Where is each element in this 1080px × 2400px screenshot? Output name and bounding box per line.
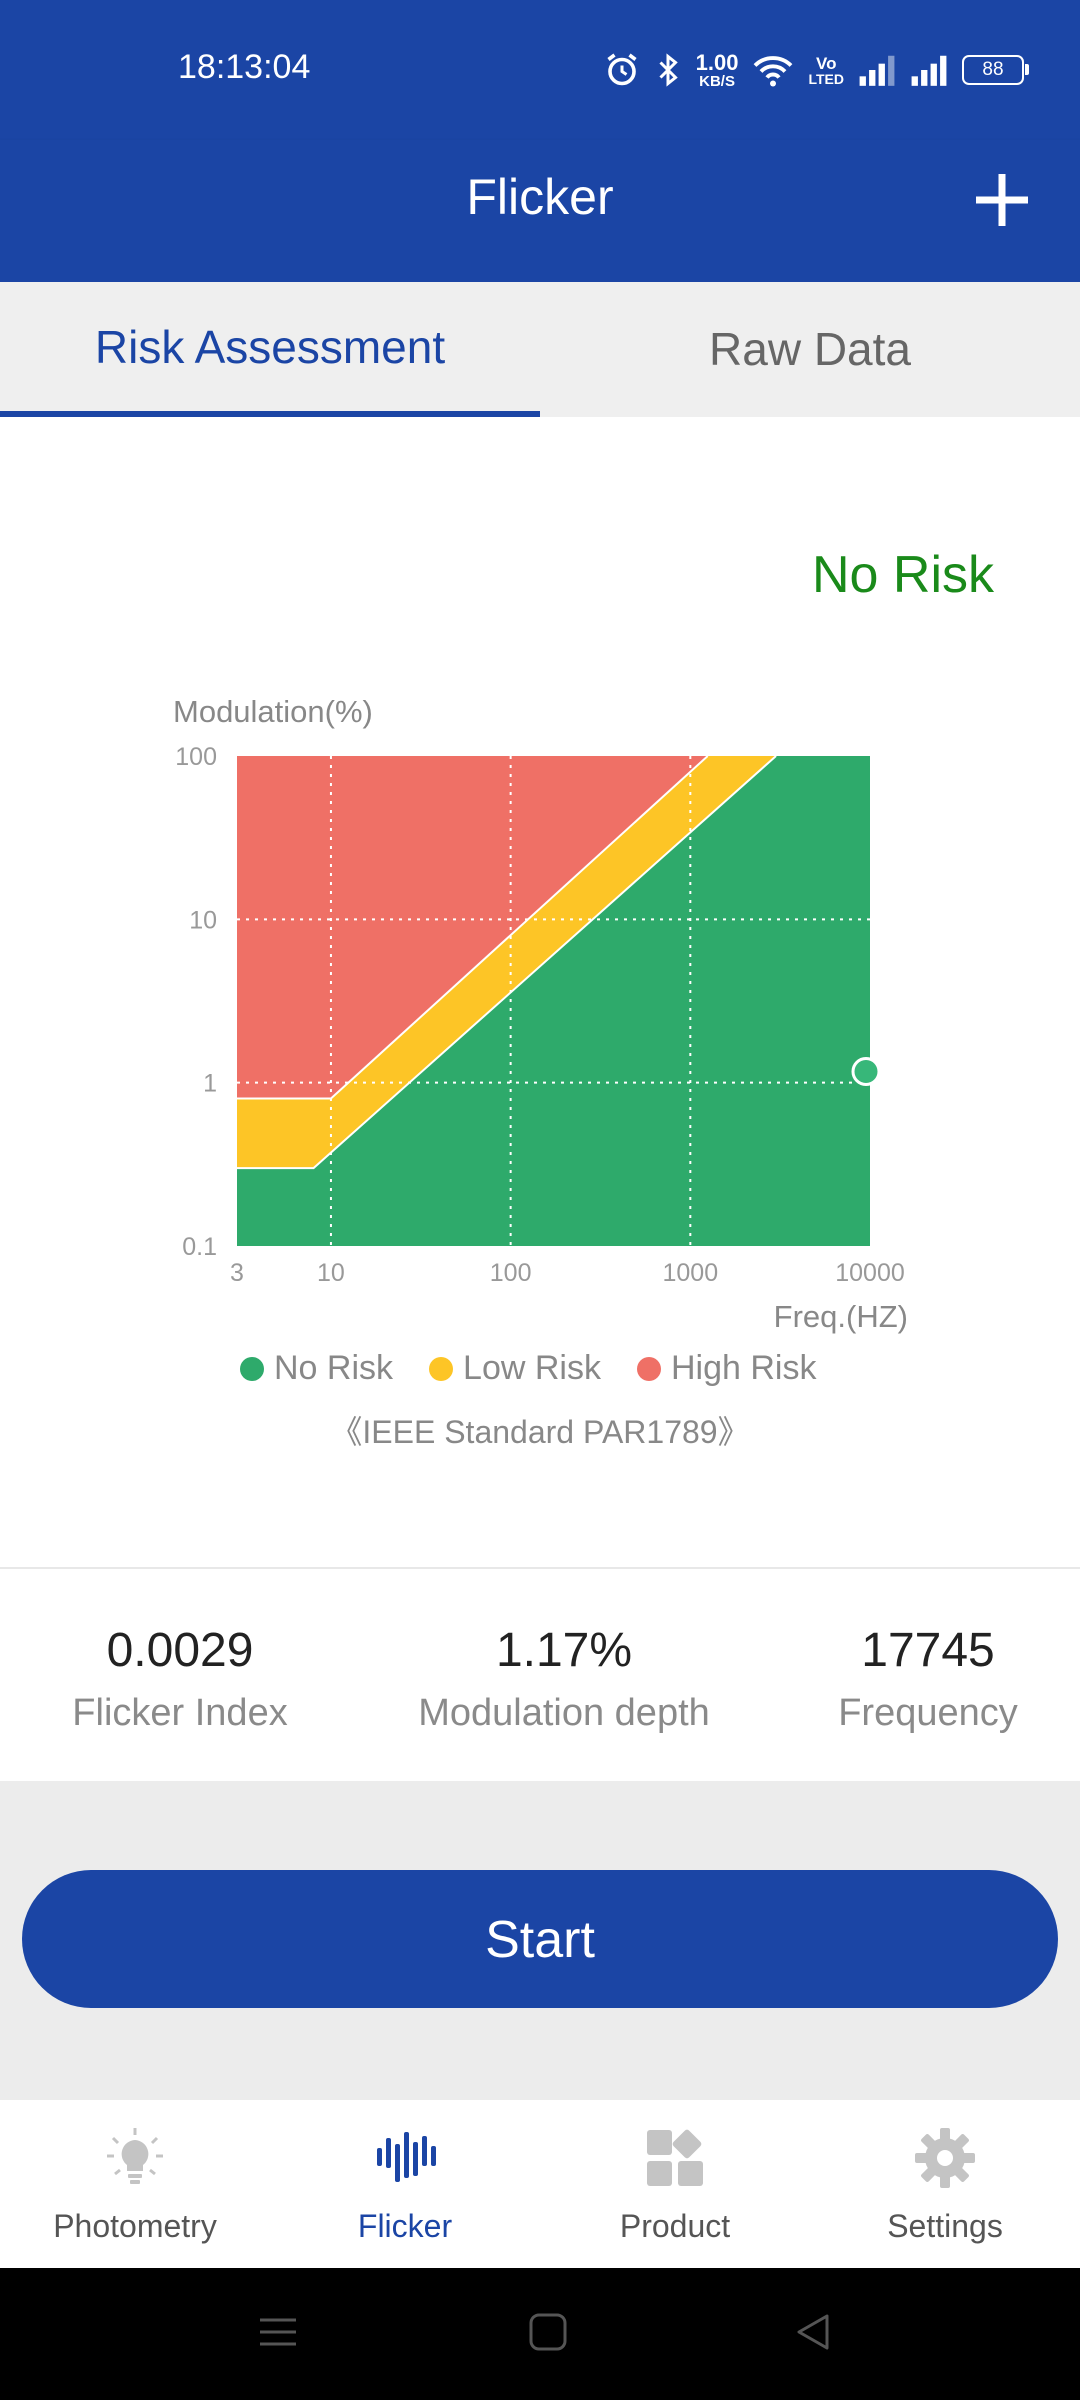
signal-icon-1 xyxy=(859,55,895,86)
volte-indicator: Vo LTED xyxy=(808,55,844,86)
legend-dot xyxy=(429,1356,454,1381)
x-tick-label: 10000 xyxy=(835,1259,905,1287)
risk-chart: Modulation(%) 3 10 100 1000 10000 100 10 1 0.1 F… xyxy=(173,694,908,1334)
bluetooth-icon xyxy=(659,53,678,87)
nav-label: Flicker xyxy=(357,2208,453,2244)
region-no-risk xyxy=(237,756,870,1246)
metric-modulation-depth: 1.17% Modulation depth xyxy=(384,1623,744,1735)
y-tick-label: 100 xyxy=(175,743,217,771)
system-nav-bar xyxy=(0,2268,1080,2400)
net-speed-value: 1.00 xyxy=(695,49,739,75)
status-time: 18:13:04 xyxy=(178,48,311,86)
nav-flicker[interactable]: Flicker xyxy=(270,2100,540,2268)
net-speed: 1.00 KB/S xyxy=(695,49,739,90)
nav-label: Photometry xyxy=(53,2208,217,2244)
page-title: Flicker xyxy=(466,169,614,225)
legend-label: High Risk xyxy=(670,1349,817,1387)
tab-indicator xyxy=(0,411,540,417)
metric-frequency: 17745 Frequency xyxy=(748,1623,1080,1735)
net-speed-unit: KB/S xyxy=(699,72,735,90)
nav-settings[interactable]: Settings xyxy=(810,2100,1080,2268)
legend-item-low-risk: Low Risk xyxy=(429,1349,601,1388)
measurement-point xyxy=(851,1057,881,1087)
metric-value: 0.0029 xyxy=(106,1624,254,1677)
y-tick-label: 1 xyxy=(203,1070,217,1098)
y-tick-label: 10 xyxy=(189,906,217,934)
back-icon[interactable] xyxy=(793,2312,833,2352)
app-header: Flicker xyxy=(0,140,1080,282)
metric-value: 1.17% xyxy=(495,1624,633,1677)
x-tick-label: 100 xyxy=(490,1259,532,1287)
standard-reference: 《IEEE Standard PAR1789》 xyxy=(330,1414,750,1450)
volte-top: Vo xyxy=(816,53,837,73)
add-icon[interactable] xyxy=(970,168,1034,232)
metric-flicker-index: 0.0029 Flicker Index xyxy=(0,1623,360,1735)
tab-bar: Risk Assessment Raw Data xyxy=(0,282,1080,417)
x-axis-label: Freq.(HZ) xyxy=(774,1299,908,1334)
nav-label: Settings xyxy=(887,2208,1003,2244)
legend-item-no-risk: No Risk xyxy=(240,1349,393,1388)
legend-item-high-risk: High Risk xyxy=(636,1349,817,1388)
metric-label: Modulation depth xyxy=(418,1692,710,1734)
wifi-icon xyxy=(754,56,793,87)
metric-label: Flicker Index xyxy=(72,1692,288,1734)
legend-label: No Risk xyxy=(274,1349,394,1387)
risk-panel: No Risk Modulation(%) 3 10 100 1000 10000 100… xyxy=(0,417,1080,1567)
metric-value: 17745 xyxy=(861,1624,995,1677)
boundary-no-risk xyxy=(237,755,777,1170)
grid-icon xyxy=(647,2129,703,2186)
tab-risk-assessment[interactable]: Risk Assessment xyxy=(94,321,446,373)
alarm-icon xyxy=(607,53,637,86)
metrics-panel: 0.0029 Flicker Index 1.17% Modulation de… xyxy=(0,1567,1080,1781)
status-icons: 1.00 KB/S Vo LTED 88 xyxy=(604,49,1029,90)
battery-level: 88 xyxy=(982,59,1004,80)
x-tick-label: 3 xyxy=(230,1259,244,1287)
gear-icon xyxy=(915,2128,975,2188)
bottom-nav: Photometry Flicker Product xyxy=(0,2100,1080,2268)
legend-dot xyxy=(636,1356,661,1381)
signal-icon-2 xyxy=(911,55,947,86)
waveform-icon xyxy=(377,2132,436,2182)
x-tick-label: 10 xyxy=(317,1259,345,1287)
chart-legend: No Risk Low Risk High Risk xyxy=(240,1349,816,1388)
y-axis-label: Modulation(%) xyxy=(173,694,373,729)
metric-label: Frequency xyxy=(838,1692,1018,1734)
lightbulb-icon xyxy=(107,2128,163,2184)
volte-bottom: LTED xyxy=(808,70,844,87)
y-tick-label: 0.1 xyxy=(182,1233,217,1261)
nav-photometry[interactable]: Photometry xyxy=(0,2100,270,2268)
nav-label: Product xyxy=(619,2208,731,2244)
nav-product[interactable]: Product xyxy=(540,2100,810,2268)
legend-dot xyxy=(240,1356,264,1381)
battery-icon: 88 xyxy=(962,55,1029,85)
risk-status: No Risk xyxy=(811,546,994,604)
legend-label: Low Risk xyxy=(463,1349,601,1387)
start-button[interactable]: Start xyxy=(22,1870,1058,2008)
home-icon[interactable] xyxy=(528,2312,568,2352)
status-bar: 18:13:04 1.00 KB/S Vo LTED 88 xyxy=(0,0,1080,140)
x-tick-label: 1000 xyxy=(663,1259,719,1287)
menu-icon[interactable] xyxy=(258,2312,298,2352)
tab-raw-data[interactable]: Raw Data xyxy=(709,323,911,375)
